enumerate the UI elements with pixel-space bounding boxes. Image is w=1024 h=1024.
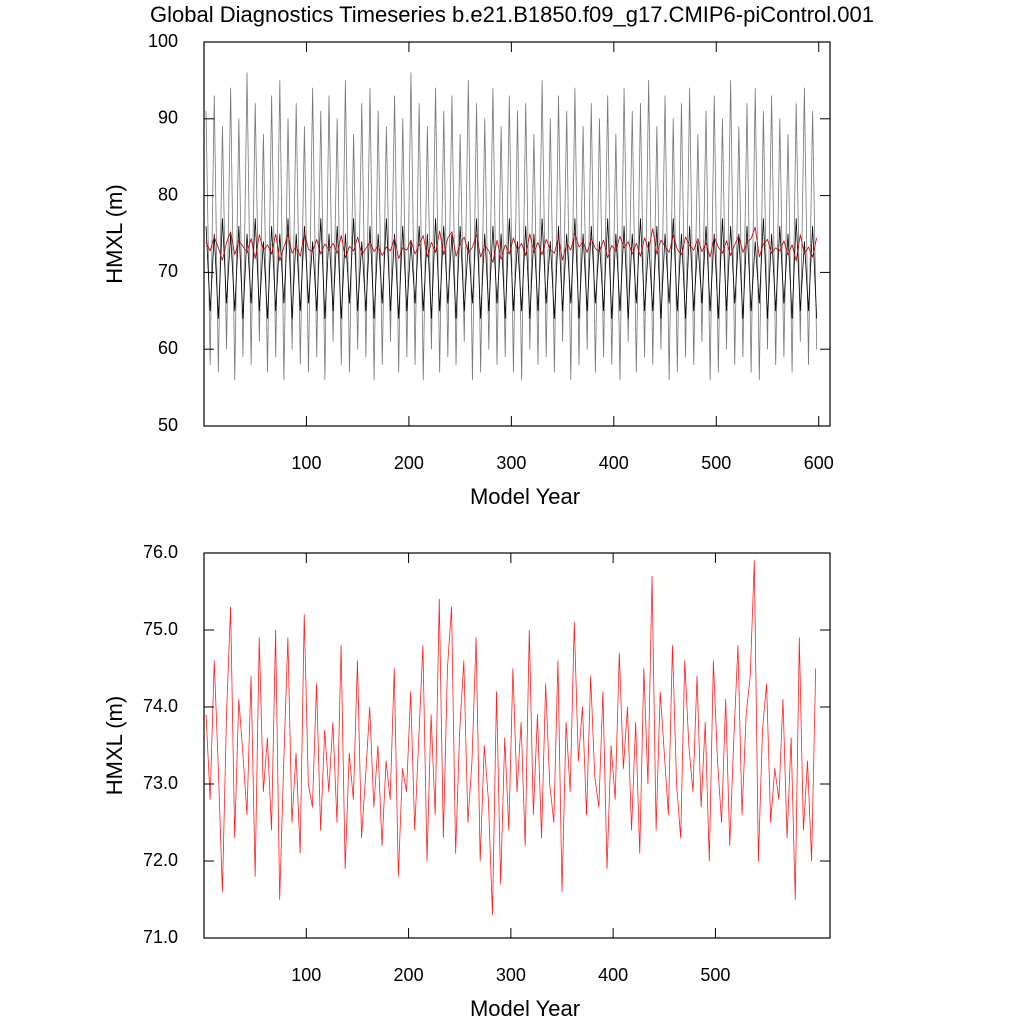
chart-title: Global Diagnostics Timeseries b.e21.B185…: [150, 2, 874, 27]
y-tick-label: 72.0: [143, 850, 178, 870]
x-axis-label: Model Year: [470, 484, 580, 509]
y-tick-label: 60: [158, 338, 178, 358]
y-tick-label: 74.0: [143, 696, 178, 716]
y-tick-label: 73.0: [143, 773, 178, 793]
y-axis-label: HMXL (m): [102, 184, 127, 283]
y-tick-label: 80: [158, 184, 178, 204]
data-line: [205, 560, 817, 916]
x-tick-label: 400: [598, 965, 628, 985]
plot-frame: [203, 552, 831, 939]
y-tick-label: 70: [158, 261, 178, 281]
y-tick-label: 76.0: [143, 542, 178, 562]
x-tick-label: 300: [496, 453, 526, 473]
x-tick-label: 200: [394, 965, 424, 985]
data-line: [205, 226, 818, 263]
y-tick-label: 90: [158, 108, 178, 128]
y-axis-label: HMXL (m): [102, 696, 127, 795]
x-axis-label: Model Year: [470, 996, 580, 1021]
x-tick-label: 300: [496, 965, 526, 985]
plot-frame: [203, 41, 831, 427]
y-tick-label: 71.0: [143, 927, 178, 947]
x-tick-label: 100: [291, 453, 321, 473]
x-tick-label: 500: [701, 453, 731, 473]
x-tick-label: 200: [394, 453, 424, 473]
x-tick-label: 500: [700, 965, 730, 985]
data-line: [205, 218, 818, 319]
x-tick-label: 100: [291, 965, 321, 985]
data-line: [205, 72, 818, 381]
x-tick-label: 600: [804, 453, 834, 473]
y-tick-label: 75.0: [143, 619, 178, 639]
x-tick-label: 400: [599, 453, 629, 473]
y-tick-label: 100: [148, 31, 178, 51]
y-tick-label: 50: [158, 415, 178, 435]
